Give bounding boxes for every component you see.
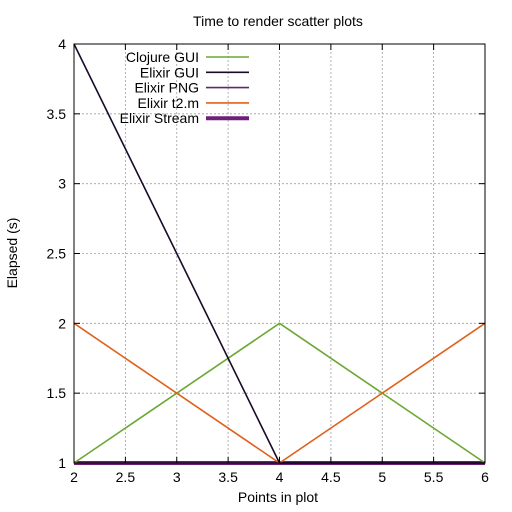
y-tick-label: 1 [58, 455, 66, 471]
y-tick-label: 1.5 [47, 385, 67, 401]
y-tick-label: 2 [58, 315, 66, 331]
x-tick-label: 2.5 [116, 469, 136, 485]
x-tick-label: 6 [481, 469, 489, 485]
legend-label-elixir-gui: Elixir GUI [140, 64, 199, 80]
y-tick-label: 3.5 [47, 106, 67, 122]
y-tick-label: 3 [58, 176, 66, 192]
axis-ticks: 2 2.5 3 3.5 4 4.5 5 5.5 6 1 1.5 2 2.5 3 3.5 4 [47, 36, 490, 485]
x-tick-label: 5 [378, 469, 386, 485]
y-axis-label: Elapsed (s) [4, 218, 20, 289]
x-axis-label: Points in plot [238, 489, 318, 505]
legend-label-elixir-png: Elixir PNG [134, 80, 199, 96]
legend-label-elixir-stream: Elixir Stream [120, 110, 199, 126]
x-tick-label: 3.5 [218, 469, 238, 485]
y-tick-label: 2.5 [47, 246, 67, 262]
chart-title: Time to render scatter plots [193, 13, 363, 29]
x-tick-label: 4.5 [321, 469, 341, 485]
x-tick-label: 5.5 [424, 469, 444, 485]
y-tick-label: 4 [58, 36, 66, 52]
legend-label-elixir-t2-m: Elixir t2.m [138, 95, 199, 111]
x-tick-label: 2 [70, 469, 78, 485]
legend-label-clojure-gui: Clojure GUI [126, 49, 199, 65]
x-tick-label: 4 [276, 469, 284, 485]
x-tick-label: 3 [173, 469, 181, 485]
grid [73, 43, 486, 464]
series-line-clojure-gui [73, 322, 486, 464]
